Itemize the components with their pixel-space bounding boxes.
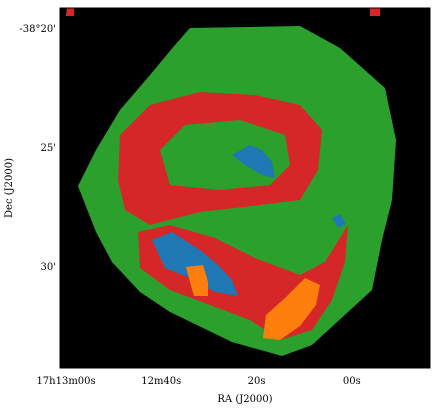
map <box>59 7 431 369</box>
blue-small <box>332 214 346 228</box>
y-axis-label: Dec (J2000) <box>4 158 15 218</box>
orange-small <box>186 265 208 296</box>
y-tick-label: 25' <box>41 143 56 154</box>
x-tick-label: 20s <box>248 376 266 387</box>
x-tick-label: 00s <box>343 376 361 387</box>
orange-large <box>263 278 320 340</box>
blue-lower <box>152 232 238 296</box>
red-ring <box>118 92 322 225</box>
frame <box>59 7 431 369</box>
red-pixel <box>66 8 74 16</box>
x-tick-label: 12m40s <box>141 376 181 387</box>
red-pixel <box>370 8 380 16</box>
blue-upper <box>232 145 275 178</box>
y-tick-label: -38°20' <box>19 24 56 35</box>
x-tick-label: 17h13m00s <box>36 376 95 387</box>
y-tick-label: 30' <box>41 262 56 273</box>
x-axis-label: RA (J2000) <box>217 394 272 405</box>
